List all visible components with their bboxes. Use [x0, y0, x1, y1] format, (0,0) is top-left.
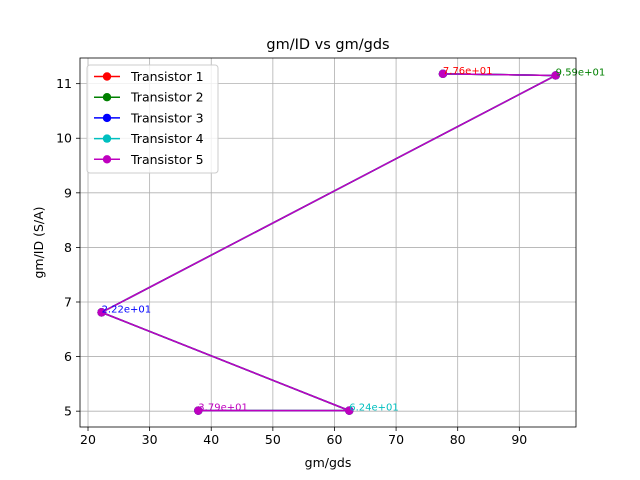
data-point [97, 308, 106, 317]
y-tick-label: 10 [56, 131, 72, 146]
x-axis-label: gm/gds [305, 455, 352, 470]
series-group [97, 69, 560, 415]
legend-entry: Transistor 4 [94, 131, 204, 146]
legend-marker [102, 155, 112, 164]
legend-entry: Transistor 1 [94, 69, 204, 84]
data-point [438, 69, 448, 79]
y-tick-label: 7 [64, 294, 72, 309]
x-tick-label: 20 [80, 432, 96, 447]
legend-entry: Transistor 3 [94, 110, 204, 125]
x-tick-label: 40 [203, 432, 219, 447]
y-tick-label: 5 [64, 404, 72, 419]
data-point [345, 406, 354, 415]
legend-entry: Transistor 5 [94, 152, 204, 167]
y-tick-label: 9 [64, 185, 72, 200]
y-tick-label: 6 [64, 349, 72, 364]
x-tick-label: 90 [511, 432, 527, 447]
legend-marker [102, 93, 112, 102]
annotations: 7.76e+01 9.59e+01 2.22e+01 6.24e+01 3.79e+01 [102, 66, 606, 414]
data-point [194, 406, 203, 415]
legend-label: Transistor 5 [130, 152, 204, 167]
data-label: 6.24e+01 [349, 403, 399, 414]
x-tick-label: 80 [450, 432, 466, 447]
legend-label: Transistor 3 [130, 110, 204, 125]
plot-frame [79, 57, 577, 428]
x-tick-label: 70 [388, 432, 404, 447]
legend-marker [102, 113, 112, 123]
y-axis-label: gm/ID (S/A) [31, 206, 46, 278]
axis-ticks: 20 30 40 50 60 70 80 90 5 6 7 8 9 10 11 [56, 76, 527, 447]
x-tick-label: 30 [142, 432, 158, 447]
legend-entry: Transistor 2 [94, 90, 204, 105]
legend: Transistor 1 Transistor 2 Transistor 3 Tran… [86, 64, 219, 174]
data-point [551, 71, 560, 80]
legend-label: Transistor 2 [130, 90, 204, 105]
series-transistor-5 [97, 69, 560, 415]
data-label: 9.59e+01 [556, 67, 606, 78]
x-tick-label: 50 [265, 432, 281, 447]
legend-label: Transistor 1 [130, 69, 204, 84]
data-label: 2.22e+01 [102, 304, 152, 315]
legend-marker [102, 134, 112, 143]
legend-box [86, 64, 219, 174]
legend-label: Transistor 4 [130, 131, 204, 146]
chart-title: gm/ID vs gm/gds [266, 37, 389, 53]
y-tick-label: 8 [64, 240, 72, 255]
data-label: 7.76e+01 [443, 66, 493, 77]
legend-marker [102, 72, 112, 81]
y-tick-label: 11 [56, 76, 72, 91]
data-label: 3.79e+01 [198, 403, 248, 414]
x-tick-label: 60 [327, 432, 343, 447]
